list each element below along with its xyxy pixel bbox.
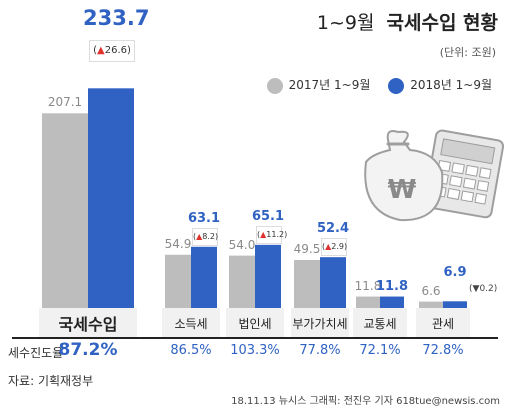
money-calculator-icon: ₩: [364, 129, 505, 222]
change-badge-관세: (▼0.2): [469, 284, 498, 295]
title-main: 국세수입 현황: [386, 12, 499, 34]
progress-value-부가가치세: 77.8%: [299, 343, 341, 358]
data-label-교통세-2017: 11.8: [354, 278, 382, 293]
change-badge-부가가치세: (▲2.9): [321, 238, 347, 257]
up-arrow-icon: ▲: [325, 242, 332, 252]
category-label-국세수입: 국세수입: [58, 315, 118, 334]
category-label-관세: 관세: [431, 317, 455, 331]
category-cell-관세: [416, 308, 470, 338]
data-label-소득세-2018: 63.1: [187, 210, 221, 226]
legend-label-2017: 2017년 1~9월: [288, 78, 371, 92]
category-label-법인세: 법인세: [238, 317, 272, 331]
change-badge-국세수입: (▲26.6): [89, 40, 135, 63]
data-label-관세-2018: 6.9: [443, 265, 467, 281]
category-cell-교통세: [353, 308, 407, 338]
bars-group: [42, 88, 467, 309]
bar-관세-2017: [419, 301, 443, 308]
data-label-관세-2017: 6.6: [421, 283, 441, 298]
bar-교통세-2017: [356, 296, 380, 308]
up-arrow-icon: ▲: [97, 45, 105, 57]
category-label-소득세: 소득세: [174, 317, 208, 331]
bar-소득세-2018: [191, 246, 217, 308]
bar-관세-2018: [443, 301, 467, 308]
up-arrow-icon: ▲: [196, 231, 203, 241]
category-label-부가가치세: 부가가치세: [292, 317, 348, 331]
legend-label-2018: 2018년 1~9월: [410, 78, 492, 92]
data-label-교통세-2018: 11.8: [375, 278, 409, 294]
down-arrow-icon: ▼: [472, 284, 480, 295]
change-value: 26.6: [104, 45, 127, 57]
data-label-법인세-2018: 65.1: [251, 208, 285, 224]
category-cell-소득세: [162, 308, 220, 338]
bar-교통세-2018: [380, 296, 404, 308]
change-badge-소득세: (▲8.2): [192, 227, 218, 246]
bar-법인세-2018: [255, 244, 281, 308]
data-label-소득세-2017: 54.9: [164, 236, 192, 251]
category-label-교통세: 교통세: [363, 317, 397, 331]
progress-value-법인세: 103.3%: [230, 343, 280, 358]
data-label-부가가치세-2018: 52.4: [316, 221, 350, 237]
unit-note: (단위: 조원): [439, 46, 496, 59]
bar-부가가치세-2017: [294, 259, 320, 308]
legend-swatch-2017: [266, 77, 283, 94]
bar-부가가치세-2018: [320, 257, 346, 308]
bar-국세수입-2018: [88, 88, 134, 309]
progress-row-label: 세수진도율: [8, 346, 64, 360]
progress-value-관세: 72.8%: [422, 343, 464, 358]
change-badge-법인세: (▲11.2): [256, 225, 287, 244]
change-value: 0.2: [479, 284, 494, 295]
progress-value-국세수입: 87.2%: [58, 340, 118, 360]
bar-국세수입-2017: [42, 113, 88, 309]
data-label-국세수입-2018: 233.7: [83, 6, 150, 31]
up-arrow-icon: ▲: [260, 229, 267, 239]
data-label-국세수입-2017: 207.1: [47, 95, 83, 110]
progress-value-소득세: 86.5%: [170, 343, 212, 358]
legend-item-2017: 2017년 1~9월: [266, 77, 375, 94]
bar-법인세-2017: [229, 255, 255, 308]
data-label-법인세-2017: 54.0: [228, 237, 256, 252]
legend-item-2018: 2018년 1~9월: [388, 77, 492, 94]
category-bar: [12, 308, 498, 339]
legend: 2017년 1~9월 2018년 1~9월: [266, 76, 492, 94]
change-value: 11.2: [266, 229, 285, 239]
category-cell-법인세: [226, 308, 284, 338]
bar-소득세-2017: [165, 254, 191, 308]
legend-swatch-2018: [388, 77, 405, 94]
category-cell-부가가치세: [291, 308, 349, 338]
data-label-부가가치세-2017: 49.5: [293, 241, 321, 256]
category-cell-국세수입: [39, 308, 137, 338]
credit-note: 18.11.13 뉴시스 그래픽: 전진우 기자 618tue@newsis.c…: [231, 396, 500, 407]
progress-value-교통세: 72.1%: [359, 343, 401, 358]
change-value: 2.9: [331, 242, 345, 252]
svg-text:₩: ₩: [388, 175, 417, 205]
chart-title: 1~9월 국세수입 현황: [317, 8, 498, 35]
title-period: 1~9월: [316, 12, 375, 34]
change-value: 8.2: [202, 231, 216, 241]
source-note: 자료: 기획재정부: [8, 374, 94, 388]
